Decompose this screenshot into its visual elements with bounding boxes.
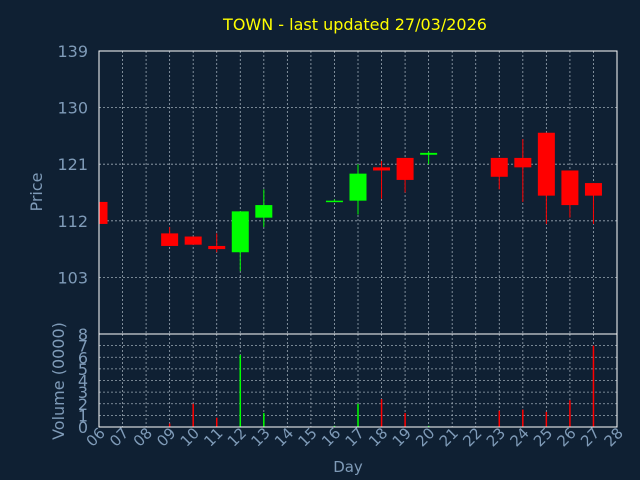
candle-body [584, 183, 602, 196]
volume-bar-10 [192, 403, 194, 427]
x-axis-label: Day [333, 458, 363, 476]
volume-bar-24 [522, 409, 524, 427]
price-tick-label: 112 [57, 212, 88, 231]
candle-body [561, 170, 579, 206]
candle-25 [537, 132, 555, 224]
volume-tick-label: 6 [78, 348, 88, 367]
candle-body [231, 211, 249, 253]
candle-09 [161, 227, 179, 246]
price-tick-label: 103 [57, 268, 88, 287]
volume-bar-18 [380, 399, 383, 427]
volume-tick-label: 7 [78, 337, 88, 356]
volume-tick-label: 1 [78, 406, 88, 425]
candle-body [208, 245, 226, 250]
candle-06 [98, 201, 108, 224]
candle-23 [490, 157, 508, 190]
candle-12 [231, 211, 249, 272]
candle-27 [584, 183, 602, 224]
volume-bar-25 [545, 411, 548, 427]
volume-bar-20 [427, 425, 430, 427]
volume-bar-26 [569, 400, 571, 427]
candle-13 [255, 189, 273, 228]
price-axis-label: Price [27, 172, 46, 211]
candle-18 [373, 161, 391, 199]
volume-bar-17 [357, 403, 359, 427]
candle-body [514, 157, 532, 168]
candle-11 [208, 233, 226, 253]
volume-tick-label: 3 [78, 383, 88, 402]
candle-body [255, 205, 273, 218]
volume-bar-12 [239, 354, 242, 427]
candle-body [325, 200, 343, 203]
candle-10 [184, 236, 202, 245]
x-tick-labels: 0607080910111213141516171819202122232425… [83, 424, 627, 450]
candle-body [396, 157, 414, 180]
candle-body [420, 152, 438, 155]
price-tick-labels: 103 112 121 130 139 [57, 42, 88, 287]
candle-body [99, 201, 108, 224]
volume-tick-label: 5 [78, 360, 88, 379]
candle-20 [420, 151, 438, 165]
volume-bar-11 [215, 417, 218, 427]
volume-tick-label: 2 [78, 395, 88, 414]
volume-bar-16 [333, 425, 336, 427]
price-tick-label: 130 [57, 99, 88, 118]
volume-bar-13 [263, 413, 265, 427]
volume-bar-09 [168, 423, 171, 427]
volume-tick-label: 0 [78, 418, 88, 437]
volume-bar-27 [592, 345, 595, 427]
candles [98, 132, 602, 272]
candle-body [373, 167, 391, 171]
price-tick-label: 121 [57, 155, 88, 174]
volume-bar-19 [404, 413, 406, 427]
candle-24 [514, 139, 532, 202]
volume-tick-label: 8 [78, 325, 88, 344]
candle-body [537, 132, 555, 196]
volume-bar-23 [498, 410, 501, 427]
volume-bars [168, 345, 595, 427]
candle-body [349, 173, 367, 201]
candle-16 [325, 199, 343, 203]
candle-19 [396, 157, 414, 193]
chart-title: TOWN - last updated 27/03/2026 [222, 15, 487, 34]
candle-17 [349, 164, 367, 215]
candle-body [490, 157, 508, 177]
volume-panel-frame [98, 333, 618, 428]
candle-body [161, 233, 179, 246]
volume-tick-label: 4 [78, 372, 88, 391]
candle-26 [561, 170, 579, 218]
candle-body [184, 236, 202, 245]
volume-axis-label: Volume (0000) [49, 322, 68, 440]
price-tick-label: 139 [57, 42, 88, 61]
